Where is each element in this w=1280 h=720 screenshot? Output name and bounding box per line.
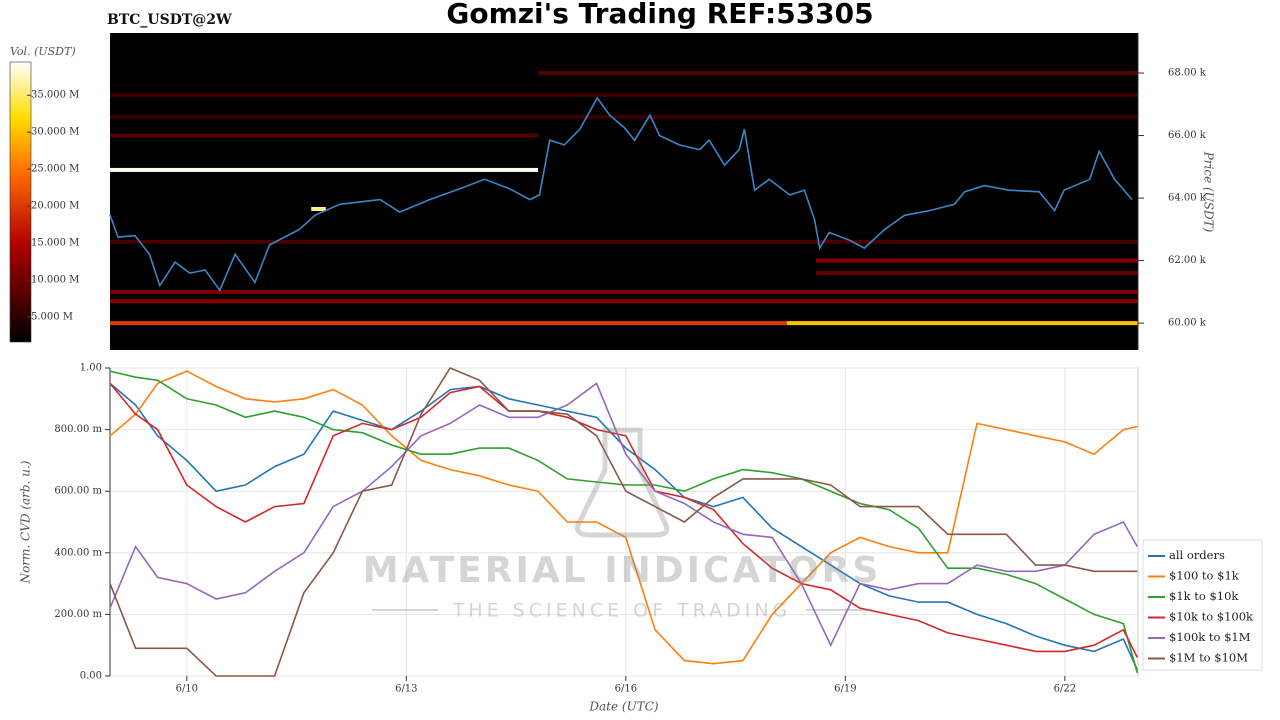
series-line (109, 367, 1138, 677)
legend-label: $1M to $10M (1169, 651, 1248, 665)
y-tick-label: 60.00 k (1168, 318, 1207, 329)
page-title: Gomzi's Trading REF:53305 (446, 0, 873, 30)
liquidity-band (110, 239, 1138, 244)
liquidity-band (110, 321, 787, 326)
y-tick-label: 400.00 m (54, 547, 102, 558)
legend-label: $100k to $1M (1169, 630, 1251, 644)
liquidity-band (786, 321, 1138, 326)
legend-label: $1k to $10k (1169, 589, 1239, 603)
colorbar-tick-label: 15.000 M (31, 238, 79, 249)
liquidity-band (816, 258, 1138, 263)
y-tick-label: 62.00 k (1168, 255, 1207, 266)
x-tick-label: 6/22 (1054, 684, 1076, 695)
x-axis-label: Date (UTC) (588, 700, 658, 714)
y-tick-label: 800.00 m (54, 424, 102, 435)
colorbar-tick-label: 10.000 M (31, 274, 79, 285)
colorbar-tick-label: 20.000 M (31, 201, 79, 212)
y-tick-label: 68.00 k (1168, 68, 1207, 79)
y-axis-label: Price (USDT) (1202, 151, 1216, 233)
y-tick-label: 600.00 m (54, 486, 102, 497)
plot-area (109, 367, 1139, 677)
series-line (109, 370, 1139, 674)
liquidity-band (110, 299, 1138, 304)
liquidity-band (311, 207, 326, 212)
liquidity-band (110, 167, 539, 172)
series-line (109, 370, 1138, 665)
y-tick-label: 200.00 m (54, 609, 102, 620)
x-tick-label: 6/13 (395, 684, 417, 695)
series-line (109, 382, 1139, 671)
legend: all orders $100 to $1k $1k to $10k $10k to … (1142, 539, 1263, 671)
y-tick-label: 66.00 k (1168, 130, 1207, 141)
liquidity-band (538, 71, 1138, 76)
x-tick-label: 6/19 (834, 684, 856, 695)
chart-title: BTC_USDT@2W (107, 12, 232, 28)
watermark: MATERIAL INDICATORS THE SCIENCE OF TRADI… (363, 427, 882, 622)
colorbar-tick-label: 30.000 M (31, 127, 79, 138)
liquidity-band (816, 271, 1138, 276)
x-tick-label: 6/16 (615, 684, 637, 695)
liquidity-band (110, 133, 539, 138)
liquidity-band (110, 289, 1138, 294)
series-line (109, 382, 1139, 658)
x-tick-label: 6/10 (176, 684, 198, 695)
colorbar (9, 61, 32, 343)
legend-label: $10k to $100k (1169, 610, 1254, 624)
colorbar-tick-label: 35.000 M (31, 90, 79, 101)
y-tick-label: 64.00 k (1168, 193, 1207, 204)
colorbar-tick-label: 5.000 M (31, 311, 73, 322)
liquidity-band (110, 92, 1138, 97)
legend-label: $100 to $1k (1169, 569, 1240, 583)
watermark-brand: MATERIAL INDICATORS (363, 550, 882, 591)
series-line (109, 382, 1138, 648)
y-tick-label: 0.00 (80, 671, 102, 682)
liquidity-band (110, 114, 1138, 119)
watermark-icon (575, 427, 670, 538)
colorbar-tick-label: 25.000 M (31, 164, 79, 175)
y-tick-label: 1.00 (80, 363, 102, 374)
legend-label: all orders (1169, 548, 1225, 562)
price-line (109, 96, 1133, 292)
legend-box (1142, 539, 1263, 671)
watermark-tagline: THE SCIENCE OF TRADING (452, 600, 792, 622)
y-axis-label: Norm. CVD (arb. u.) (19, 460, 33, 584)
colorbar-label: Vol. (USDT) (10, 45, 76, 58)
